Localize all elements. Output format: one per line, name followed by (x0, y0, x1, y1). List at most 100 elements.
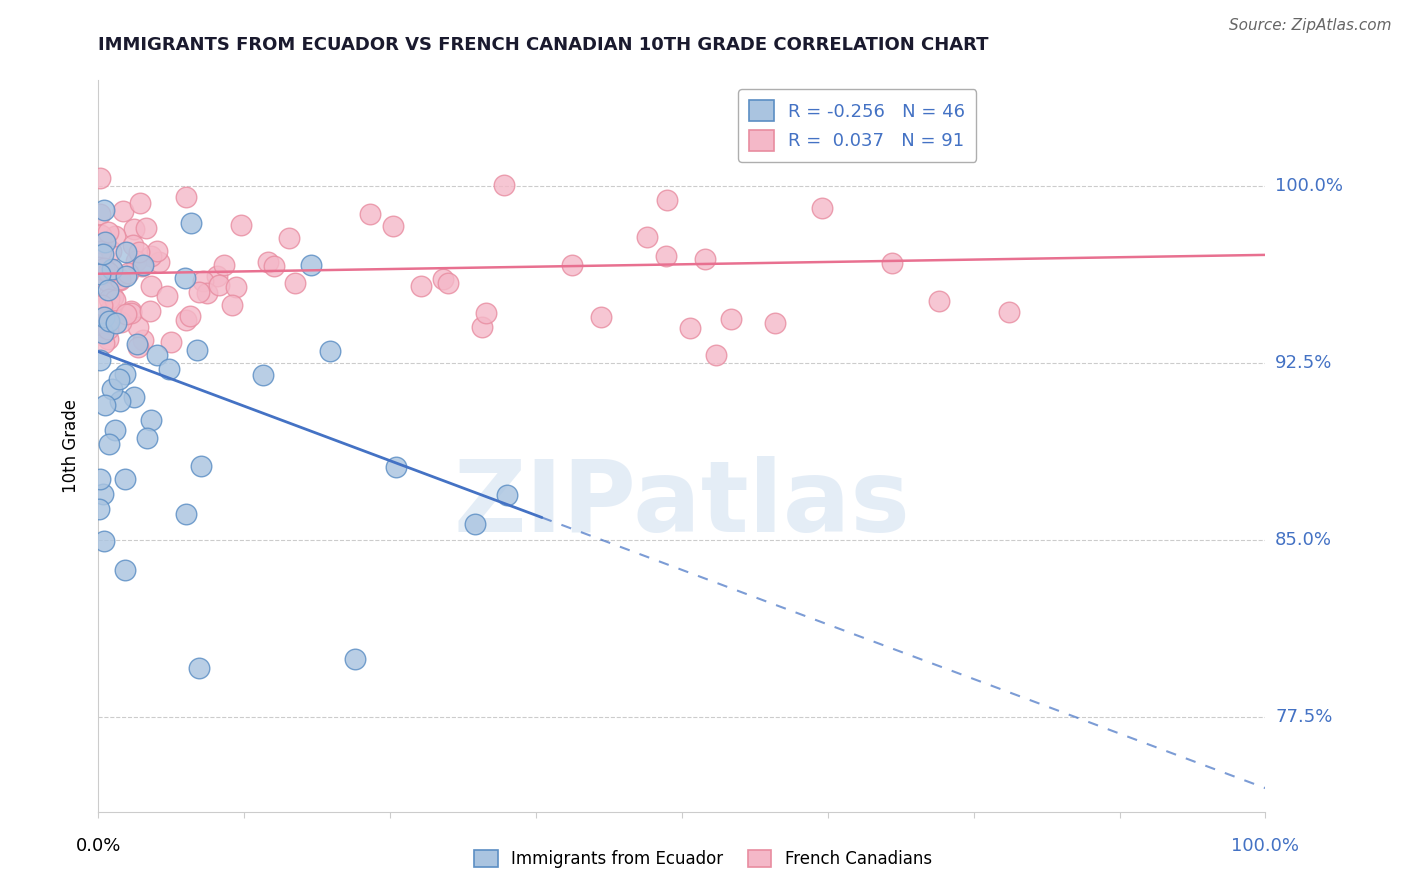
Point (120, 304, 142, 318)
Point (104, 229, 127, 244)
Point (112, 204, 135, 219)
Point (97, 225, 120, 239)
Point (655, 249, 678, 263)
Point (93, 487, 115, 501)
Point (114, 367, 136, 381)
Point (125, 254, 148, 268)
Point (93, 260, 115, 275)
Point (90, 227, 112, 242)
Point (90, 236, 112, 251)
Point (97, 321, 120, 335)
Point (636, 230, 658, 244)
Point (135, 221, 157, 235)
Y-axis label: 10th Grade: 10th Grade (62, 399, 80, 493)
Point (91, 298, 114, 312)
Point (124, 222, 146, 236)
Point (475, 306, 498, 320)
Point (174, 270, 197, 285)
Point (214, 259, 236, 273)
Point (252, 368, 274, 382)
Point (191, 274, 214, 288)
Point (496, 488, 519, 502)
Point (97, 287, 120, 301)
Point (94, 235, 117, 249)
Point (87, 262, 110, 277)
Point (432, 272, 454, 286)
Point (278, 231, 301, 245)
Point (132, 333, 155, 347)
Text: IMMIGRANTS FROM ECUADOR VS FRENCH CANADIAN 10TH GRADE CORRELATION CHART: IMMIGRANTS FROM ECUADOR VS FRENCH CANADI… (98, 36, 988, 54)
Text: 85.0%: 85.0% (1275, 532, 1331, 549)
Point (110, 315, 132, 329)
Point (129, 195, 152, 210)
Point (89, 206, 111, 220)
Point (97, 265, 120, 279)
Point (97, 437, 120, 451)
Point (464, 517, 486, 532)
Point (188, 660, 211, 674)
Point (103, 290, 125, 304)
Text: ZIPatlas: ZIPatlas (454, 456, 910, 553)
Point (105, 316, 128, 330)
Point (880, 256, 903, 270)
Legend: Immigrants from Ecuador, French Canadians: Immigrants from Ecuador, French Canadian… (468, 843, 938, 875)
Point (93, 310, 115, 325)
Point (135, 431, 157, 445)
Point (811, 202, 834, 216)
Point (319, 344, 342, 359)
Text: 92.5%: 92.5% (1275, 354, 1333, 373)
Text: 100.0%: 100.0% (1275, 178, 1343, 195)
Point (494, 178, 516, 193)
Point (997, 305, 1019, 319)
Point (382, 219, 405, 234)
Point (127, 320, 149, 334)
Point (695, 252, 717, 266)
Point (100, 383, 122, 397)
Point (257, 255, 280, 269)
Point (225, 280, 247, 294)
Point (180, 216, 202, 230)
Point (108, 372, 131, 386)
Point (359, 207, 381, 221)
Point (561, 258, 583, 272)
Point (89, 170, 111, 185)
Point (131, 260, 153, 274)
Point (89, 472, 111, 486)
Point (104, 293, 127, 307)
Point (98, 302, 121, 317)
Point (205, 268, 228, 283)
Point (122, 237, 145, 252)
Point (411, 278, 433, 293)
Point (928, 293, 950, 308)
Point (117, 266, 139, 280)
Point (385, 459, 408, 474)
Point (174, 313, 197, 327)
Point (720, 312, 742, 326)
Point (263, 259, 285, 273)
Point (344, 651, 367, 665)
Point (114, 472, 136, 486)
Point (763, 316, 786, 330)
Point (91, 247, 114, 261)
Point (108, 393, 131, 408)
Point (89, 267, 111, 281)
Point (190, 459, 212, 474)
Point (139, 278, 162, 293)
Point (96, 274, 118, 288)
Point (160, 335, 183, 350)
Point (114, 268, 136, 283)
Point (589, 310, 612, 325)
Point (179, 309, 201, 323)
Point (87, 265, 110, 279)
Point (139, 304, 162, 318)
Point (93, 202, 115, 217)
Point (114, 563, 136, 577)
Point (90, 244, 112, 259)
Point (93, 534, 115, 549)
Point (657, 193, 679, 207)
Point (146, 348, 169, 362)
Point (97, 284, 120, 298)
Point (93, 326, 115, 340)
Point (139, 249, 162, 263)
Point (87, 501, 110, 516)
